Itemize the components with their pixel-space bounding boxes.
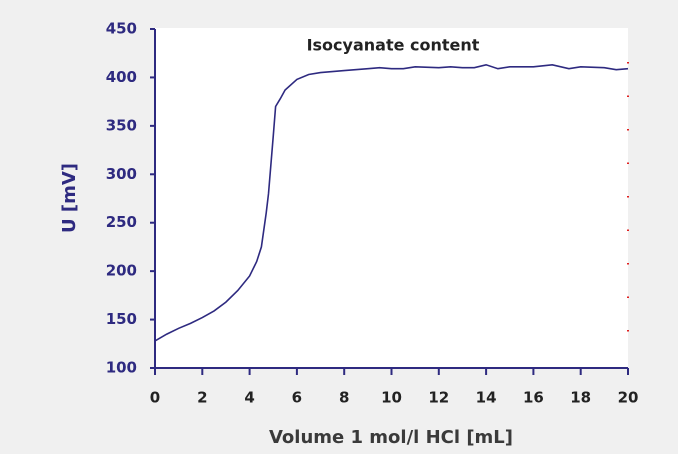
x-tick-label: 18 [570,389,591,407]
x-tick-label: 8 [339,389,349,407]
x-tick-label: 2 [197,389,207,407]
y-tick-label: 250 [106,213,137,231]
y-tick-label: 450 [106,20,137,38]
data-line [154,63,629,342]
x-tick-label: 16 [523,389,544,407]
y-tick-label: 400 [106,68,137,86]
chart-title: Isocyanate content [307,36,480,55]
x-tick-label: 14 [476,389,497,407]
y-tick-label: 200 [106,262,137,280]
x-tick-label: 12 [428,389,449,407]
y-tick-label: 100 [106,359,137,377]
plot-area [155,28,628,368]
y-tick-label: 150 [106,310,137,328]
y-tick-label: 300 [106,165,137,183]
y-axis-label: U [mV] [59,163,80,233]
x-tick-label: 6 [292,389,302,407]
y-tick-label: 350 [106,116,137,134]
x-tick-label: 20 [618,389,639,407]
x-tick-label: 10 [381,389,402,407]
x-tick-label: 4 [244,389,254,407]
x-tick-label: 0 [150,389,160,407]
x-axis-label: Volume 1 mol/l HCl [mL] [269,427,513,448]
